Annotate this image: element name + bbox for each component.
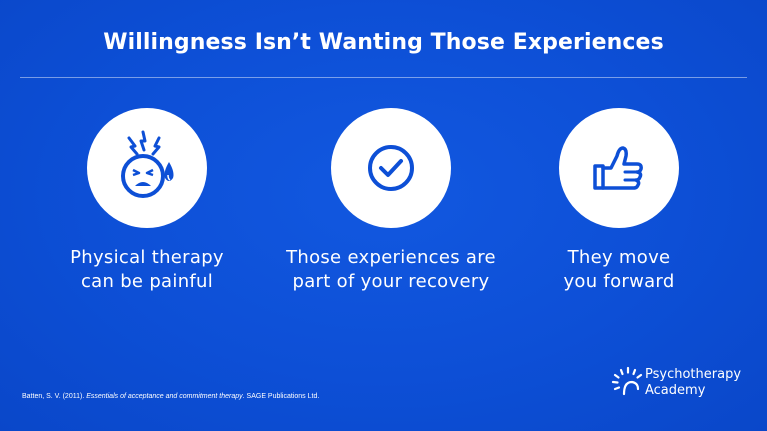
citation-prefix: Batten, S. V. (2011).: [22, 393, 87, 400]
thumbs-up-icon: [593, 146, 643, 190]
caption-line: can be painful: [80, 271, 214, 292]
check-circle-icon: [368, 145, 414, 191]
logo-line: Academy: [645, 383, 706, 398]
citation-suffix: . SAGE Publications Ltd.: [242, 393, 320, 400]
point-part-of-recovery: Those experiences are part of your recov…: [271, 108, 511, 294]
point-physical-therapy: Physical therapy can be painful: [27, 108, 267, 294]
title-divider: [20, 77, 747, 78]
caption: They move you forward: [499, 246, 739, 294]
logo-line: Psychotherapy: [645, 367, 742, 382]
slide-title: Willingness Isn’t Wanting Those Experien…: [103, 30, 664, 55]
icon-circle: [331, 108, 451, 228]
caption-line: They move: [567, 247, 671, 268]
caption-line: part of your recovery: [292, 271, 490, 292]
caption: Physical therapy can be painful: [27, 246, 267, 294]
caption-line: Those experiences are: [286, 247, 496, 268]
caption: Those experiences are part of your recov…: [271, 246, 511, 294]
citation-title: Essentials of acceptance and commitment …: [86, 393, 243, 400]
stressed-face-icon: [121, 130, 174, 198]
icon-circle: [87, 108, 207, 228]
logo-text: Psychotherapy Academy: [645, 367, 741, 399]
caption-line: Physical therapy: [70, 247, 224, 268]
caption-line: you forward: [563, 271, 675, 292]
point-move-forward: They move you forward: [499, 108, 739, 294]
icon-circle: [559, 108, 679, 228]
psychotherapy-academy-logo: Psychotherapy Academy: [611, 366, 741, 400]
sunburst-logo-icon: [611, 366, 643, 396]
citation: Batten, S. V. (2011). Essentials of acce…: [22, 393, 319, 400]
